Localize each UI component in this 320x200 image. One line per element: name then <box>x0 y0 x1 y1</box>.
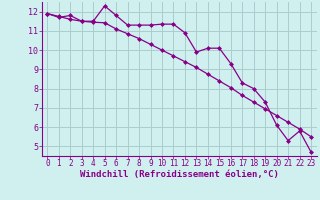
X-axis label: Windchill (Refroidissement éolien,°C): Windchill (Refroidissement éolien,°C) <box>80 170 279 179</box>
